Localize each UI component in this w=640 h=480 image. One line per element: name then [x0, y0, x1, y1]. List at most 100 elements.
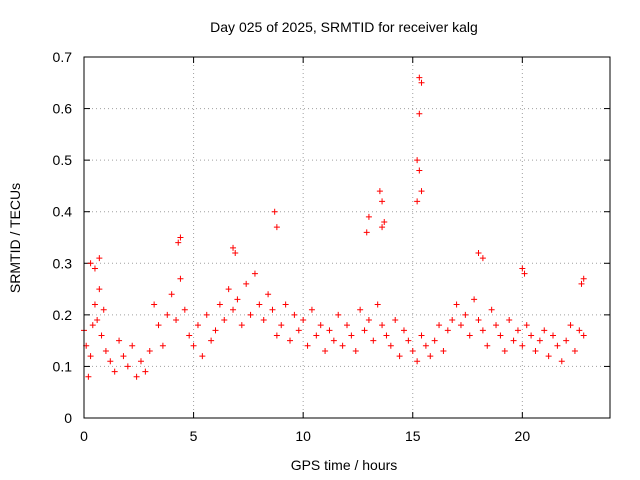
data-point	[567, 322, 574, 329]
data-point	[521, 270, 528, 277]
data-point	[376, 188, 383, 195]
data-point	[418, 332, 425, 339]
data-point	[418, 188, 425, 195]
data-point	[519, 265, 526, 272]
data-point	[422, 342, 429, 349]
data-point	[418, 79, 425, 86]
data-point	[414, 198, 421, 205]
data-point	[278, 322, 285, 329]
tick-labels: 0 0.1 0.2 0.3 0.4 0.5 0.6 0.7 0 5 10 15 20	[53, 49, 531, 444]
data-point	[374, 301, 381, 308]
data-point	[493, 322, 500, 329]
data-point	[335, 311, 342, 318]
data-point	[387, 342, 394, 349]
data-point	[396, 353, 403, 360]
data-point	[265, 291, 272, 298]
data-point	[124, 363, 131, 370]
data-point	[212, 327, 219, 334]
data-point	[173, 317, 180, 324]
data-point	[116, 337, 123, 344]
data-point	[466, 332, 473, 339]
data-point	[475, 249, 482, 256]
data-point	[199, 353, 206, 360]
data-point	[155, 322, 162, 329]
x-tick-label: 20	[515, 428, 531, 444]
data-point	[291, 311, 298, 318]
data-point	[164, 311, 171, 318]
data-point	[295, 327, 302, 334]
data-point	[91, 265, 98, 272]
data-point	[181, 306, 188, 313]
data-point	[488, 306, 495, 313]
data-point	[208, 337, 215, 344]
data-point	[94, 317, 101, 324]
data-point	[304, 342, 311, 349]
data-point	[444, 327, 451, 334]
plot-border	[83, 56, 611, 419]
data-point	[392, 317, 399, 324]
data-point	[216, 301, 223, 308]
data-point	[471, 296, 478, 303]
data-point	[578, 280, 585, 287]
data-point	[221, 317, 228, 324]
y-tick-label: 0.4	[53, 204, 73, 220]
data-point	[363, 229, 370, 236]
data-point	[287, 337, 294, 344]
data-point	[427, 353, 434, 360]
data-point	[449, 317, 456, 324]
data-point	[91, 301, 98, 308]
data-point	[186, 332, 193, 339]
data-point	[230, 244, 237, 251]
data-point	[175, 239, 182, 246]
data-point	[479, 255, 486, 262]
x-tick-label: 15	[405, 428, 421, 444]
y-tick-label: 0.3	[53, 255, 73, 271]
data-point	[96, 286, 103, 293]
data-point	[111, 368, 118, 375]
data-point	[440, 347, 447, 354]
data-point	[510, 337, 517, 344]
data-point	[225, 286, 232, 293]
data-point	[370, 337, 377, 344]
data-point	[416, 167, 423, 174]
data-point	[580, 275, 587, 282]
data-point	[317, 322, 324, 329]
data-point	[177, 234, 184, 241]
data-point	[269, 306, 276, 313]
data-point	[365, 317, 372, 324]
data-point	[177, 275, 184, 282]
data-point	[151, 301, 158, 308]
y-axis-label: SRMTID / TECUs	[7, 183, 23, 293]
data-point	[409, 347, 416, 354]
data-point	[129, 342, 136, 349]
data-point	[541, 327, 548, 334]
data-point	[247, 311, 254, 318]
data-point	[89, 322, 96, 329]
data-point	[383, 332, 390, 339]
data-point	[98, 332, 105, 339]
data-point	[102, 347, 109, 354]
data-point	[238, 322, 245, 329]
x-axis-label: GPS time / hours	[291, 457, 398, 473]
data-point	[497, 332, 504, 339]
data-point	[232, 249, 239, 256]
data-point	[475, 317, 482, 324]
data-point	[501, 347, 508, 354]
grid	[84, 57, 610, 418]
data-points	[81, 74, 587, 380]
data-point	[282, 301, 289, 308]
data-point	[357, 306, 364, 313]
data-point	[313, 332, 320, 339]
data-point	[381, 219, 388, 226]
data-point	[400, 327, 407, 334]
data-point	[190, 342, 197, 349]
data-point	[558, 358, 565, 365]
data-point	[416, 110, 423, 117]
y-tick-label: 0.6	[53, 101, 73, 117]
y-tick-label: 0.1	[53, 358, 73, 374]
data-point	[405, 337, 412, 344]
y-tick-label: 0.7	[53, 49, 73, 65]
data-point	[308, 306, 315, 313]
chart-title: Day 025 of 2025, SRMTID for receiver kal…	[210, 19, 478, 35]
